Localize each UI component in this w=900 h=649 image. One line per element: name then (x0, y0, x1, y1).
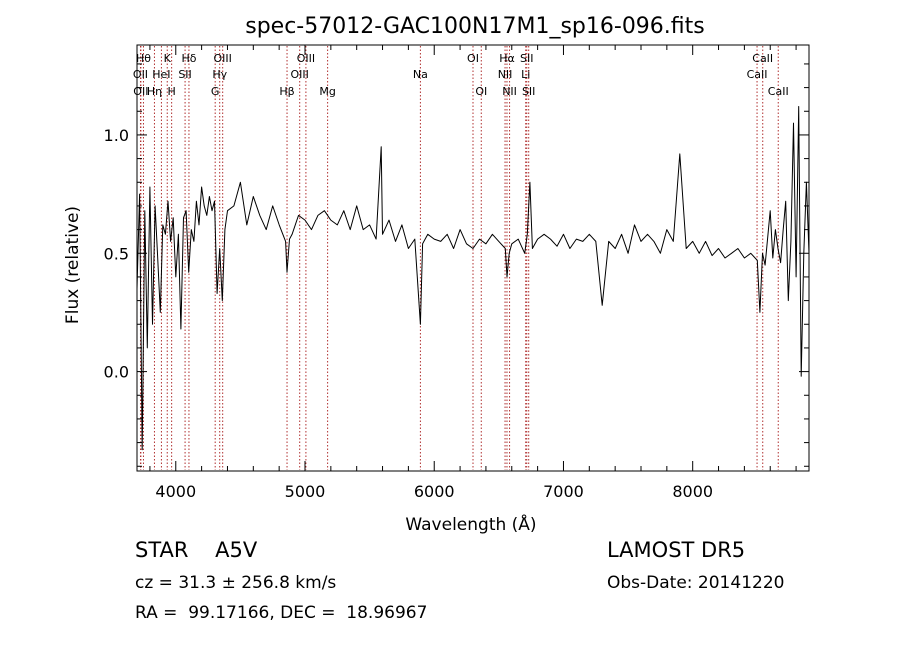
line-marker-label-13: OIII (291, 68, 309, 81)
spectrum-series (136, 106, 810, 451)
line-markers (139, 46, 779, 470)
redshift-cz: cz = 31.3 ± 256.8 km/s (135, 573, 337, 593)
x-tick-label-2: 6000 (414, 482, 455, 501)
line-marker-label-26: CaII (752, 52, 773, 65)
object-class: STAR A5V (135, 538, 258, 562)
line-marker-label-4: HeI (152, 68, 170, 81)
x-tick-label-4: 8000 (672, 482, 713, 501)
line-marker-label-22: Li (521, 68, 530, 81)
line-marker-label-11: OIII (213, 52, 231, 65)
line-marker-label-16: Na (413, 68, 428, 81)
coordinates: RA = 99.17166, DEC = 18.96967 (135, 603, 428, 623)
spectrum-line-0 (136, 106, 810, 451)
line-marker-label-12: Hβ (279, 85, 294, 98)
line-marker-label-18: OI (475, 85, 487, 98)
axes: 4000 5000 6000 7000 8000 0.0 0.5 1.0 (104, 44, 810, 501)
x-tick-label-3: 7000 (543, 482, 584, 501)
line-marker-label-7: SII (178, 68, 191, 81)
line-marker-label-9: G (211, 85, 220, 98)
line-marker-label-3: Hη (147, 85, 162, 98)
line-marker-label-27: CaII (768, 85, 789, 98)
observation-date: Obs-Date: 20141220 (607, 573, 785, 593)
chart-title: spec-57012-GAC100N17M1_sp16-096.fits (245, 14, 705, 39)
line-marker-labels: OIIOIIHθHηHeIKHSIIHδGHγOIIIHβOIIIOIIIMgN… (133, 52, 789, 98)
line-marker-label-2: Hθ (136, 52, 151, 65)
line-marker-label-24: SII (522, 85, 535, 98)
line-marker-label-21: NII (502, 85, 517, 98)
line-marker-label-10: Hγ (212, 68, 227, 81)
line-marker-label-19: NII (498, 68, 513, 81)
x-tick-label-0: 4000 (155, 482, 196, 501)
line-marker-label-5: K (164, 52, 172, 65)
line-marker-label-25: CaII (747, 68, 768, 81)
line-marker-label-0: OII (133, 68, 148, 81)
y-tick-label-2: 1.0 (104, 126, 129, 145)
y-tick-label-0: 0.0 (104, 363, 129, 382)
line-marker-label-23: SII (520, 52, 533, 65)
survey-name: LAMOST DR5 (607, 538, 746, 562)
line-marker-label-6: H (167, 85, 175, 98)
y-tick-label-1: 0.5 (104, 244, 129, 263)
line-marker-label-8: Hδ (181, 52, 196, 65)
x-tick-label-1: 5000 (285, 482, 326, 501)
line-marker-label-14: OIII (297, 52, 315, 65)
line-marker-label-15: Mg (319, 85, 335, 98)
plot-frame (136, 44, 810, 472)
y-axis-label: Flux (relative) (63, 206, 83, 324)
line-marker-label-20: Hα (499, 52, 515, 65)
line-marker-label-17: OI (467, 52, 479, 65)
x-axis-label: Wavelength (Å) (405, 513, 536, 535)
